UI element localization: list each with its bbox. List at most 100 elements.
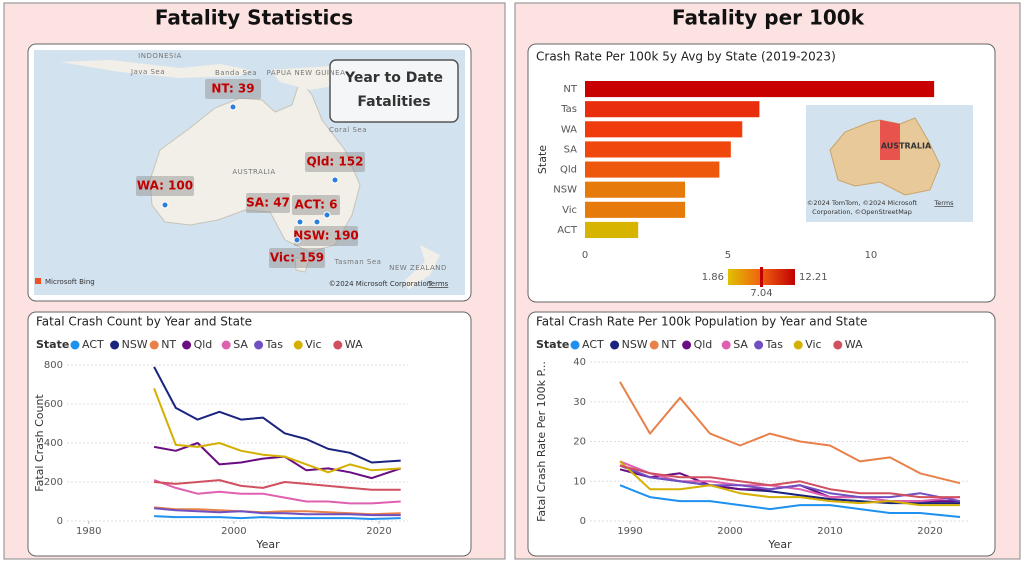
- legend-swatch: [70, 340, 80, 350]
- legend-label: WA: [845, 338, 863, 351]
- series-line: [153, 388, 401, 474]
- legend-label: Vic: [805, 338, 821, 351]
- map-place: NEW ZEALAND: [389, 264, 447, 272]
- bar: [585, 181, 686, 198]
- legend-swatch: [793, 340, 803, 350]
- bubble-box: [205, 79, 261, 99]
- inset-terms[interactable]: Terms: [933, 199, 954, 207]
- bar: [585, 201, 686, 218]
- x-tick-label: 2010: [817, 526, 842, 537]
- scale-marker: [760, 267, 764, 287]
- series-line: [153, 442, 402, 480]
- series-line: [619, 381, 961, 485]
- bubble-dot: [331, 176, 339, 184]
- legend-label: NSW: [622, 338, 648, 351]
- y-tick-label: 30: [573, 397, 586, 408]
- callout-box: [329, 59, 459, 123]
- series-line: [619, 464, 961, 503]
- bar: [585, 101, 760, 118]
- series-line: [154, 515, 401, 520]
- logo-icon: [35, 278, 41, 284]
- map-place: Coral Sea: [329, 126, 367, 134]
- bubble-box: [305, 152, 365, 172]
- bubble-label: NT: 39: [211, 82, 254, 96]
- inset-attribution: Corporation, ©OpenStreetMap: [812, 208, 912, 216]
- map-land: [294, 257, 311, 273]
- x-tick-label: 0: [582, 250, 588, 261]
- legend-swatch: [833, 340, 843, 350]
- chart-title: Fatal Crash Rate Per 100k Population by …: [536, 315, 867, 329]
- bar: [585, 221, 639, 238]
- legend-title: State: [536, 338, 569, 351]
- legend-label: NT: [161, 338, 176, 351]
- legend-swatch: [721, 340, 731, 350]
- chart-title: Crash Rate Per 100k 5y Avg by State (201…: [536, 50, 836, 64]
- y-tick-label: NSW: [553, 185, 577, 196]
- series-line: [619, 460, 960, 507]
- y-tick-label: 40: [573, 357, 586, 368]
- map-place: Java Sea: [130, 68, 165, 76]
- bubble-label: Qld: 152: [307, 155, 364, 169]
- legend-label: Tas: [765, 338, 784, 351]
- legend-label: Vic: [305, 338, 321, 351]
- bubble-box: [269, 248, 325, 268]
- y-tick-label: SA: [564, 144, 578, 155]
- x-tick-label: 1980: [76, 526, 101, 537]
- map-terms[interactable]: Terms: [427, 280, 449, 288]
- legend-swatch: [293, 340, 303, 350]
- legend-swatch: [110, 340, 120, 350]
- y-tick-label: 10: [573, 476, 586, 487]
- legend-label: SA: [233, 338, 248, 351]
- x-axis-label: Year: [255, 538, 280, 551]
- bubble-box: [292, 195, 340, 215]
- y-tick-label: Vic: [562, 205, 577, 216]
- chart-title: Fatal Crash Count by Year and State: [36, 315, 252, 329]
- bubble-box: [246, 193, 290, 213]
- legend-swatch: [610, 340, 620, 350]
- map-place: INDONESIA: [138, 52, 182, 60]
- bubble-dot: [293, 236, 301, 244]
- y-tick-label: 0: [580, 516, 586, 527]
- legend-label: Tas: [265, 338, 284, 351]
- legend-swatch: [754, 340, 764, 350]
- bubble-dot: [229, 103, 237, 111]
- bubble-dot: [296, 218, 304, 226]
- map-land: [270, 66, 345, 90]
- bubble-box: [294, 226, 358, 246]
- bubble-label: ACT: 6: [295, 198, 338, 212]
- x-tick-label: 2020: [366, 526, 391, 537]
- series-line: [153, 479, 401, 505]
- x-tick-label: 1990: [617, 526, 642, 537]
- y-tick-label: 0: [57, 516, 63, 527]
- legend-label: NT: [661, 338, 676, 351]
- x-tick-label: 2000: [221, 526, 246, 537]
- legend-label: Qld: [694, 338, 713, 351]
- x-tick-label: 10: [865, 250, 878, 261]
- bubble-label: SA: 47: [246, 196, 290, 210]
- bubble-dot: [313, 218, 321, 226]
- map-place: PAPUA NEW GUINEA: [267, 69, 346, 77]
- panel-title: Fatality Statistics: [155, 6, 353, 30]
- callout-text: Year to Date: [344, 70, 443, 86]
- legend-swatch: [570, 340, 580, 350]
- series-line: [619, 464, 960, 499]
- legend-swatch: [182, 340, 192, 350]
- legend-swatch: [221, 340, 231, 350]
- panel-title: Fatality per 100k: [672, 6, 865, 30]
- legend-label: Qld: [194, 338, 213, 351]
- legend-swatch: [149, 340, 159, 350]
- legend-label: NSW: [122, 338, 148, 351]
- map-place: Banda Sea: [215, 69, 257, 77]
- y-tick-label: 20: [573, 437, 586, 448]
- series-line: [153, 366, 401, 464]
- legend-swatch: [682, 340, 692, 350]
- x-axis-label: Year: [767, 538, 792, 551]
- legend-swatch: [254, 340, 264, 350]
- legend-label: WA: [345, 338, 363, 351]
- y-tick-label: 400: [44, 438, 63, 449]
- legend-label: SA: [733, 338, 748, 351]
- y-tick-label: Tas: [560, 104, 577, 115]
- line-card: [27, 311, 472, 557]
- bar: [585, 121, 743, 138]
